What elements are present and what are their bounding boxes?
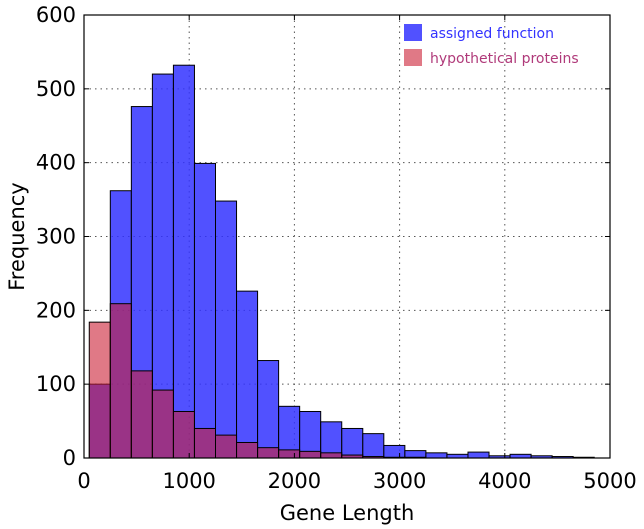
x-tick-label: 0 — [77, 469, 90, 493]
y-tick-label: 500 — [36, 77, 76, 101]
y-tick-label: 300 — [36, 225, 76, 249]
bar-assigned-function — [236, 290, 259, 459]
x-tick-label: 4000 — [478, 469, 531, 493]
bar-assigned-function — [215, 200, 238, 459]
x-tick-label: 5000 — [583, 469, 636, 493]
y-axis-label: Frequency — [5, 182, 29, 291]
bar-assigned-function — [172, 64, 195, 459]
bar-assigned-function — [467, 451, 490, 459]
legend-swatch — [404, 49, 422, 66]
bar-hypothetical-proteins — [88, 321, 111, 459]
x-axis-label: Gene Length — [280, 501, 415, 525]
bar-hypothetical-proteins — [257, 447, 280, 459]
bar-hypothetical-proteins — [236, 441, 259, 459]
bar-hypothetical-proteins — [130, 370, 153, 459]
x-tick-label: 2000 — [268, 469, 321, 493]
y-tick-label: 400 — [36, 151, 76, 175]
y-tick-label: 100 — [36, 372, 76, 396]
bar-hypothetical-proteins — [193, 427, 217, 459]
legend-swatch — [404, 24, 422, 41]
y-axis-ticks: 0 100 200 300 400 500 600 — [36, 3, 610, 470]
legend-label: assigned function — [430, 26, 554, 42]
bar-assigned-function — [362, 433, 385, 459]
y-tick-label: 200 — [36, 298, 76, 322]
bar-hypothetical-proteins — [278, 449, 301, 459]
bar-hypothetical-proteins — [215, 434, 238, 459]
bar-hypothetical-proteins — [299, 450, 322, 459]
x-axis-ticks: 0 1000 2000 3000 4000 5000 — [77, 15, 637, 493]
bar-hypothetical-proteins — [151, 389, 174, 459]
bar-assigned-function — [193, 162, 217, 459]
x-tick-label: 1000 — [162, 469, 215, 493]
y-tick-label: 0 — [63, 446, 76, 470]
bar-assigned-function — [425, 452, 448, 459]
bar-hypothetical-proteins — [320, 452, 343, 459]
legend-label: hypothetical proteins — [430, 51, 579, 67]
series-assigned-function — [88, 64, 595, 459]
bar-assigned-function — [257, 360, 280, 459]
bar-hypothetical-proteins — [109, 303, 132, 459]
x-tick-label: 3000 — [373, 469, 426, 493]
legend: assigned function hypothetical proteins — [404, 24, 579, 67]
bar-assigned-function — [383, 444, 406, 459]
bar-hypothetical-proteins — [172, 410, 195, 459]
bar-assigned-function — [341, 427, 364, 459]
y-tick-label: 600 — [36, 3, 76, 27]
